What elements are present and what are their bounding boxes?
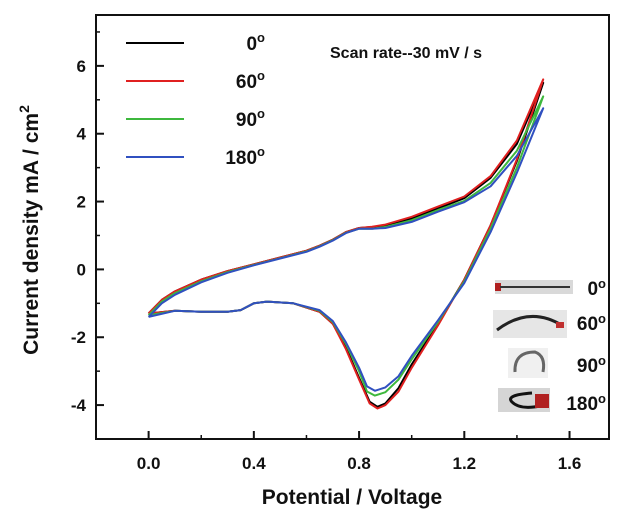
legend-label-60: 60o (236, 68, 265, 93)
cv-curve-180 (147, 107, 545, 392)
x-tick-label: 0.8 (347, 454, 371, 473)
axis-ticks (96, 31, 571, 439)
legend-label-90: 90o (236, 106, 265, 131)
legend-degree: o (257, 144, 265, 159)
cv-curves (147, 78, 545, 410)
photo-60-deg (493, 310, 567, 338)
y-axis-title-superscript: 2 (16, 105, 32, 113)
plot-frame (95, 14, 610, 440)
y-tick-label: 4 (77, 125, 87, 144)
y-tick-label: 2 (77, 193, 86, 212)
inset-label-90: 90o (577, 353, 606, 377)
y-axis-title: Current density mA / cm (20, 113, 43, 355)
legend-degree: o (257, 30, 265, 45)
legend-degree: o (257, 68, 265, 83)
inset-label-180: 180o (566, 391, 606, 415)
photo-90-deg (508, 348, 548, 378)
legend-label-180: 180o (225, 144, 265, 169)
y-tick-label: 0 (77, 260, 86, 279)
photo-0-deg (495, 280, 573, 294)
legend-degree: o (257, 106, 265, 121)
legend: 0o 60o 90o 180o (126, 30, 265, 169)
x-tick-label: 1.2 (452, 454, 476, 473)
scan-rate-annotation: Scan rate--30 mV / s (330, 45, 482, 62)
photo-180-deg (498, 388, 550, 412)
y-tick-label: -4 (71, 396, 87, 415)
y-axis-title-group: Current density mA / cm2 (16, 105, 43, 355)
x-tick-label: 0.4 (242, 454, 266, 473)
tick-labels: 0.0 0.4 0.8 1.2 1.6 -4 -2 0 2 4 6 (71, 57, 581, 473)
inset-label-60: 60o (577, 311, 606, 335)
svg-text:Current density mA / cm2: Current density mA / cm2 (16, 105, 43, 355)
y-tick-label: -2 (71, 328, 86, 347)
legend-label-0: 0o (246, 30, 265, 55)
x-tick-label: 0.0 (137, 454, 161, 473)
inset-label-0: 0o (587, 276, 606, 300)
inset-labels: 0o 60o 90o 180o (566, 276, 606, 415)
bending-photos-inset: 0o 60o 90o 180o (493, 276, 606, 415)
x-axis-title: Potential / Voltage (262, 486, 442, 509)
x-tick-label: 1.6 (558, 454, 582, 473)
y-tick-label: 6 (77, 57, 86, 76)
